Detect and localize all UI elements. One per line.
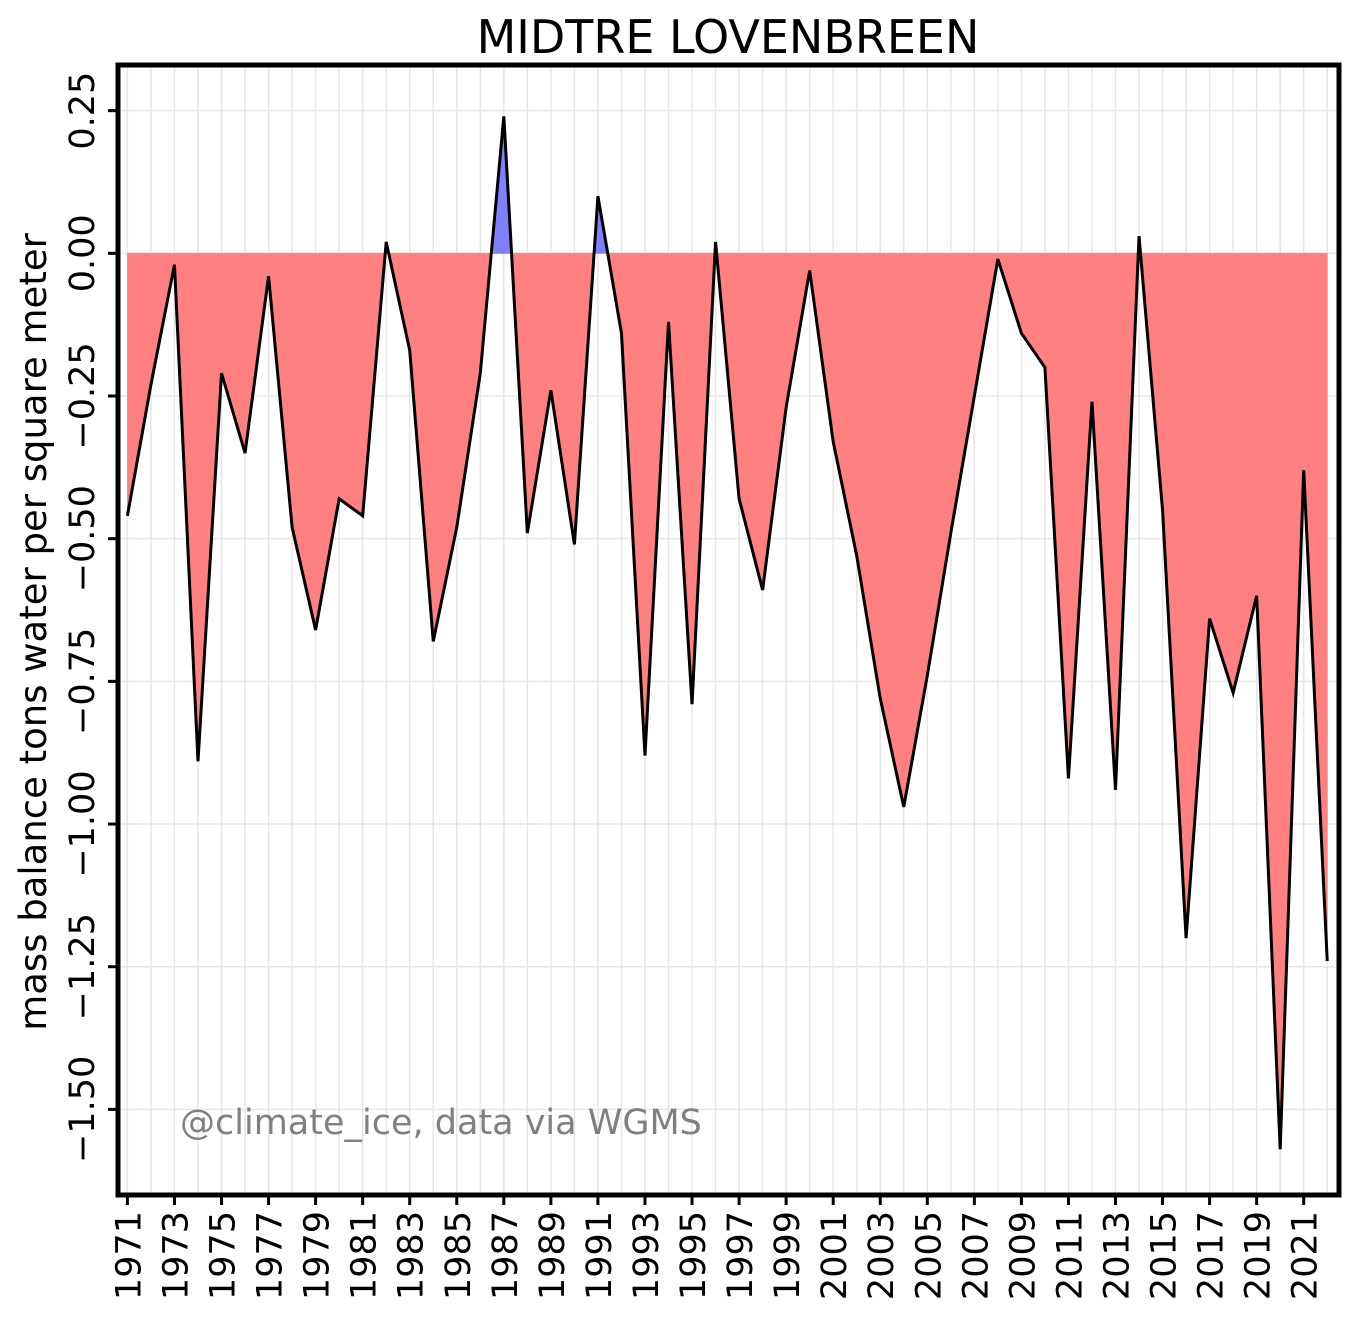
x-tick-label: 1971 [109, 1211, 149, 1300]
x-tick-label: 2017 [1192, 1211, 1232, 1300]
y-tick-label: 0.00 [63, 214, 103, 292]
y-tick-label: −1.50 [63, 1056, 103, 1163]
x-tick-label: 1995 [674, 1211, 714, 1300]
x-tick-label: 1999 [768, 1211, 808, 1300]
x-tick-label: 1989 [533, 1211, 573, 1300]
source-annotation: @climate_ice, data via WGMS [180, 1103, 702, 1143]
x-tick-label: 1983 [392, 1211, 432, 1300]
x-tick-label: 1991 [580, 1211, 620, 1300]
negative-area-segment [339, 253, 363, 516]
y-tick-label: −0.25 [63, 342, 103, 449]
y-axis-label: mass balance tons water per square meter [12, 232, 55, 1030]
y-tick-label: −1.25 [63, 913, 103, 1020]
x-tick-label: 1997 [721, 1211, 761, 1300]
x-tick-label: 1981 [345, 1211, 385, 1300]
x-tick-label: 2005 [909, 1211, 949, 1300]
x-tick-label: 1987 [486, 1211, 526, 1300]
x-tick-label: 2001 [815, 1211, 855, 1300]
x-tick-label: 2003 [862, 1211, 902, 1300]
x-tick-label: 2011 [1050, 1211, 1090, 1300]
y-tick-label: −0.50 [63, 485, 103, 592]
chart-title: MIDTRE LOVENBREEN [477, 10, 980, 64]
x-tick-label: 1993 [627, 1211, 667, 1300]
y-tick-label: 0.25 [63, 72, 103, 150]
x-tick-label: 1979 [298, 1211, 338, 1300]
x-tick-label: 2007 [956, 1211, 996, 1300]
x-tick-label: 1977 [251, 1211, 291, 1300]
x-tick-label: 2021 [1286, 1211, 1326, 1300]
y-tick-label: −0.75 [63, 628, 103, 735]
y-tick-label: −1.00 [63, 770, 103, 877]
x-tick-label: 2013 [1098, 1211, 1138, 1300]
x-tick-label: 1975 [204, 1211, 244, 1300]
x-tick-label: 1985 [439, 1211, 479, 1300]
x-tick-label: 2009 [1003, 1211, 1043, 1300]
x-tick-label: 2019 [1239, 1211, 1279, 1300]
x-tick-label: 2015 [1145, 1211, 1185, 1300]
x-tick-label: 1973 [156, 1211, 196, 1300]
